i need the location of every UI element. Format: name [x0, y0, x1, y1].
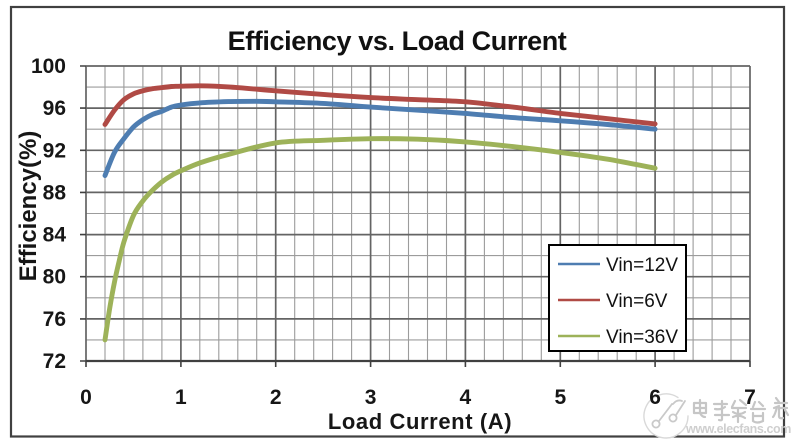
svg-text:5: 5	[554, 386, 566, 409]
svg-text:Vin=36V: Vin=36V	[606, 327, 678, 348]
svg-text:6: 6	[649, 386, 661, 409]
svg-text:3: 3	[365, 386, 377, 409]
svg-text:Efficiency vs. Load Current: Efficiency vs. Load Current	[228, 26, 567, 56]
svg-text:80: 80	[43, 266, 66, 289]
svg-text:7: 7	[744, 386, 756, 409]
svg-text:76: 76	[43, 308, 66, 331]
svg-text:84: 84	[43, 224, 67, 247]
svg-text:92: 92	[43, 139, 66, 162]
svg-text:Vin=6V: Vin=6V	[606, 291, 668, 312]
svg-text:88: 88	[43, 181, 67, 204]
svg-text:2: 2	[270, 386, 282, 409]
svg-text:96: 96	[43, 97, 66, 120]
svg-text:www.elecfans.com: www.elecfans.com	[685, 422, 791, 436]
svg-text:Efficiency(%): Efficiency(%)	[15, 131, 42, 282]
svg-text:100: 100	[31, 55, 66, 78]
svg-text:0: 0	[80, 386, 92, 409]
svg-text:Vin=12V: Vin=12V	[606, 255, 678, 276]
svg-text:4: 4	[460, 386, 472, 409]
svg-text:1: 1	[175, 386, 187, 409]
svg-text:Load Current (A): Load Current (A)	[328, 409, 512, 434]
svg-text:72: 72	[43, 350, 66, 373]
